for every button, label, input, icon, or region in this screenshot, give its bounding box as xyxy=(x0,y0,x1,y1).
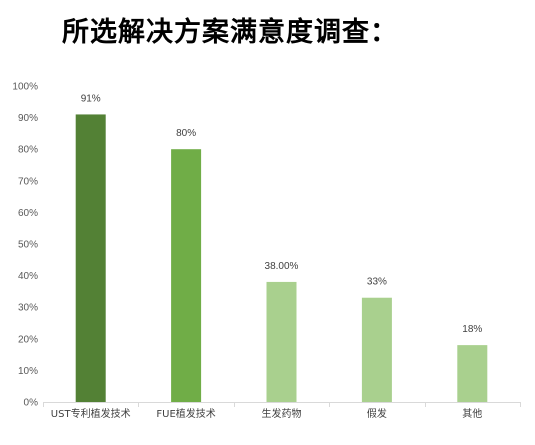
category-labels: UST专利植发技术 FUE植发技术 生发药物 假发 其他 xyxy=(51,407,482,420)
bar xyxy=(171,149,202,402)
bar xyxy=(75,114,106,402)
bar xyxy=(266,281,297,402)
y-tick-label: 90% xyxy=(18,113,38,124)
data-label: 33% xyxy=(367,277,387,288)
category-label: 其他 xyxy=(462,407,482,420)
data-label: 91% xyxy=(81,93,101,104)
y-tick-label: 70% xyxy=(18,176,38,187)
data-label: 80% xyxy=(176,128,196,139)
data-label: 18% xyxy=(462,324,482,335)
y-tick-label: 80% xyxy=(18,145,38,156)
y-tick-label: 60% xyxy=(18,208,38,219)
y-tick-label: 50% xyxy=(18,240,38,251)
category-label: FUE植发技术 xyxy=(156,407,215,420)
y-tick-label: 20% xyxy=(18,334,38,345)
category-label: UST专利植发技术 xyxy=(51,407,131,420)
y-tick-label: 40% xyxy=(18,271,38,282)
category-label: 假发 xyxy=(367,407,387,420)
y-tick-label: 10% xyxy=(18,366,38,377)
x-axis xyxy=(43,402,521,407)
data-labels: 91% 80% 38.00% 33% 18% xyxy=(81,93,483,335)
bars xyxy=(75,114,488,402)
bar xyxy=(457,345,488,402)
y-tick-label: 30% xyxy=(18,303,38,314)
y-tick-label: 0% xyxy=(24,398,39,409)
category-label: 生发药物 xyxy=(262,407,302,420)
chart-title: 所选解决方案满意度调查： xyxy=(62,17,398,48)
y-axis-ticks: 0% 10% 20% 30% 40% 50% 60% 70% 80% 90% 100% xyxy=(12,82,38,409)
y-tick-label: 100% xyxy=(12,82,38,93)
bar xyxy=(361,297,392,402)
data-label: 38.00% xyxy=(265,261,299,272)
